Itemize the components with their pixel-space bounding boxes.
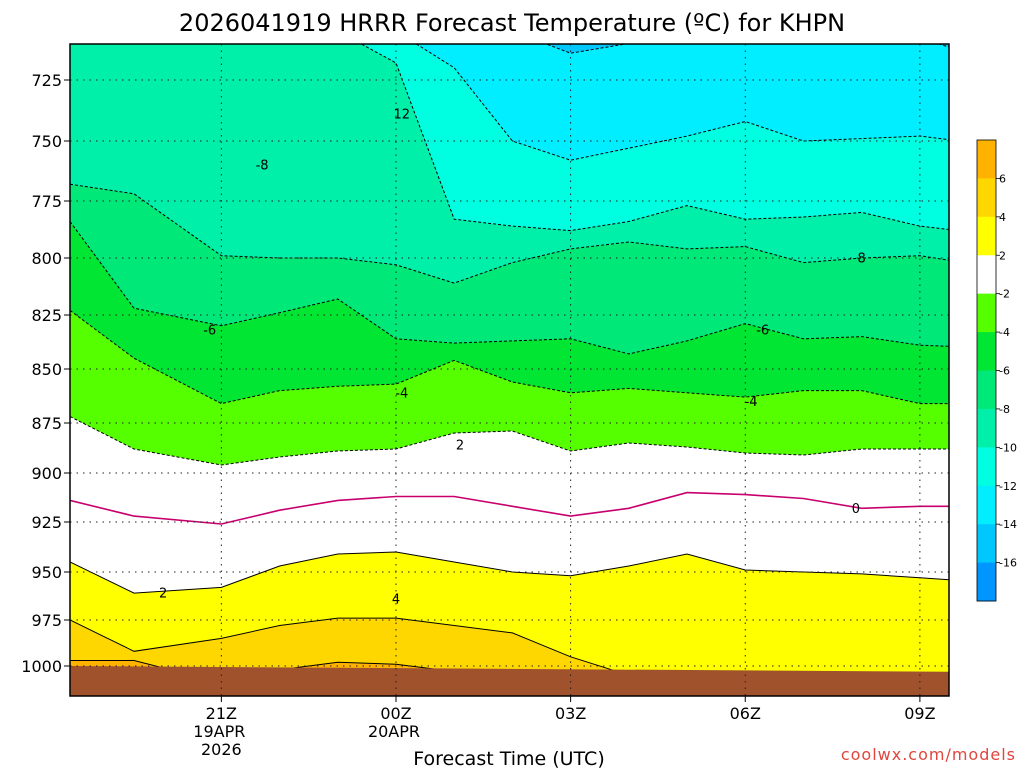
y-tick-label: 725 xyxy=(31,71,62,90)
colorbar-swatch xyxy=(977,447,996,487)
y-tick-label: 975 xyxy=(31,611,62,630)
colorbar-label: -10 xyxy=(999,441,1017,454)
y-axis: 725 750 775 800 825 850 875 900 925 950 975 1000 xyxy=(21,71,70,676)
colorbar-legend: 6 4 2 -2 -4 -6 -8 -10 -12 -14 -16 xyxy=(976,139,1017,602)
colorbar-swatch xyxy=(977,216,996,256)
y-tick-label: 850 xyxy=(31,360,62,379)
isotherm-m8 xyxy=(70,183,949,284)
fill-m16-m14 xyxy=(546,44,949,54)
colorbar-swatch xyxy=(977,408,996,448)
contour-label: -4 xyxy=(395,386,408,401)
plot-frame xyxy=(69,43,950,697)
x-tick-label: 06Z xyxy=(730,704,761,723)
colorbar-label: 6 xyxy=(999,172,1006,185)
colorbar-label: -8 xyxy=(999,403,1010,416)
colorbar-swatch xyxy=(977,178,996,218)
x-tick-label: 03Z xyxy=(555,704,586,723)
colorbar-swatch xyxy=(977,293,996,333)
y-tick-label: 825 xyxy=(31,306,62,325)
colorbar-swatch xyxy=(977,524,996,564)
x-tick-year: 2026 xyxy=(201,740,242,759)
ground-layer xyxy=(70,666,949,696)
fill-m14-m12 xyxy=(416,44,949,161)
contour-label: -6 xyxy=(203,324,216,339)
y-tick-label: 1000 xyxy=(21,657,62,676)
x-axis-title: Forecast Time (UTC) xyxy=(413,748,604,768)
colorbar-swatch xyxy=(977,370,996,410)
x-axis: 21Z19APR202600Z20APR03Z06Z09Z12Z xyxy=(193,696,936,759)
contour-label: -8 xyxy=(256,159,269,174)
contour-label: 12 xyxy=(394,108,411,123)
colorbar-label: 2 xyxy=(999,249,1006,262)
gridlines xyxy=(70,44,949,696)
x-tick-label: 00Z xyxy=(380,704,411,723)
y-tick-label: 750 xyxy=(31,132,62,151)
colorbar-swatch xyxy=(977,255,996,295)
colorbar-label: 4 xyxy=(999,211,1006,224)
isotherm-0 xyxy=(70,491,949,525)
colorbar-label: -16 xyxy=(999,557,1017,570)
contour-label: 4 xyxy=(392,592,400,607)
contour-labels: 12 -8 8 -6 -6 -4 -4 2 0 2 4 xyxy=(159,108,866,608)
y-tick-label: 800 xyxy=(31,249,62,268)
contour-label: 8 xyxy=(858,252,866,267)
colorbar-label: -2 xyxy=(999,288,1010,301)
contour-label: 2 xyxy=(456,439,464,454)
colorbar-label: -6 xyxy=(999,365,1010,378)
x-tick-date: 19APR xyxy=(193,722,245,741)
contour-fills xyxy=(70,44,949,696)
x-tick-date: 20APR xyxy=(368,722,420,741)
isotherm-m4 xyxy=(70,309,949,405)
colorbar-label: -4 xyxy=(999,326,1010,339)
colorbar-swatch xyxy=(977,485,996,525)
y-tick-label: 950 xyxy=(31,563,62,582)
colorbar-swatch xyxy=(977,140,996,179)
contour-label: 0 xyxy=(852,502,860,517)
isotherm-m6 xyxy=(70,221,949,355)
x-tick-label: 09Z xyxy=(904,704,935,723)
colorbar-swatch xyxy=(977,562,996,602)
isotherm-m10 xyxy=(360,44,949,232)
y-tick-label: 775 xyxy=(31,192,62,211)
contour-label: 2 xyxy=(159,587,167,602)
isotherm-2 xyxy=(70,551,949,594)
colorbar-label: -12 xyxy=(999,480,1017,493)
x-tick-label: 21Z xyxy=(206,704,237,723)
colorbar-label: -14 xyxy=(999,518,1017,531)
contour-label: -4 xyxy=(745,395,758,410)
ground-fill xyxy=(70,666,949,696)
y-tick-label: 900 xyxy=(31,464,62,483)
contour-label: -6 xyxy=(756,324,769,339)
y-tick-label: 875 xyxy=(31,414,62,433)
chart-title: 2026041919 HRRR Forecast Temperature (ºC… xyxy=(179,9,845,37)
credit-link[interactable]: coolwx.com/models xyxy=(841,745,1016,764)
y-tick-label: 925 xyxy=(31,513,62,532)
colorbar-swatch xyxy=(977,332,996,371)
